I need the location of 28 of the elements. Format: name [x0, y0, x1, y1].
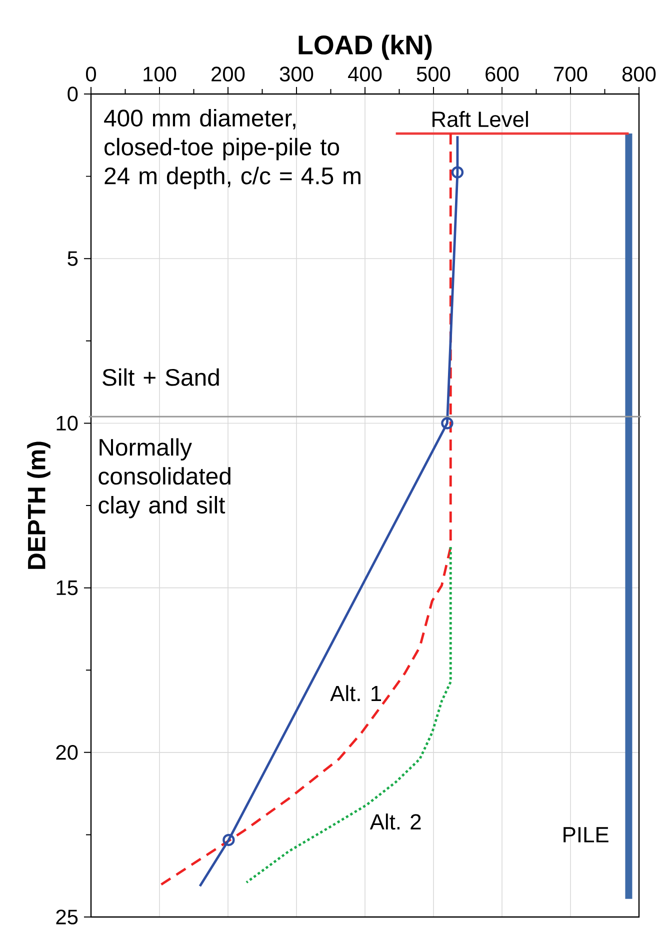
x-tick-label: 0 [86, 66, 96, 82]
point [222, 834, 235, 846]
annotation: PILE [564, 827, 608, 842]
y-tick-label: 0 [68, 86, 78, 102]
annotation: Silt + Sand [102, 368, 219, 386]
annotation: 400 mm diameter, closed-toe pipe-pile to 24 m depth, c/c = 4.5 m [104, 109, 360, 190]
x-tick-label: 400 [348, 66, 382, 82]
annotation: Alt. 1 [330, 685, 382, 702]
line-series [245, 546, 452, 884]
x-tick-label: 600 [486, 66, 519, 82]
y-tick-label: 25 [56, 910, 78, 924]
y-tick-label: 5 [68, 251, 78, 266]
x-tick-label: 700 [554, 66, 588, 82]
annotation: Normally consolidated clay and silt [98, 438, 230, 518]
x-tick-label: 500 [416, 66, 450, 82]
y-tick-label: 20 [56, 745, 78, 760]
annotation: Alt. 2 [370, 814, 421, 830]
x-tick-label: 100 [144, 66, 176, 82]
y-tick-label: 10 [56, 416, 78, 431]
x-axis-title: LOAD (kN) [298, 34, 432, 60]
y-axis-title: DEPTH (m) [27, 442, 50, 569]
x-tick-label: 300 [280, 66, 314, 82]
point [441, 417, 454, 430]
annotation: Raft Level [432, 110, 528, 128]
y-tick-label: 15 [56, 580, 78, 596]
point [451, 166, 464, 178]
x-tick-label: 200 [212, 66, 245, 82]
x-tick-label: 800 [622, 66, 656, 82]
